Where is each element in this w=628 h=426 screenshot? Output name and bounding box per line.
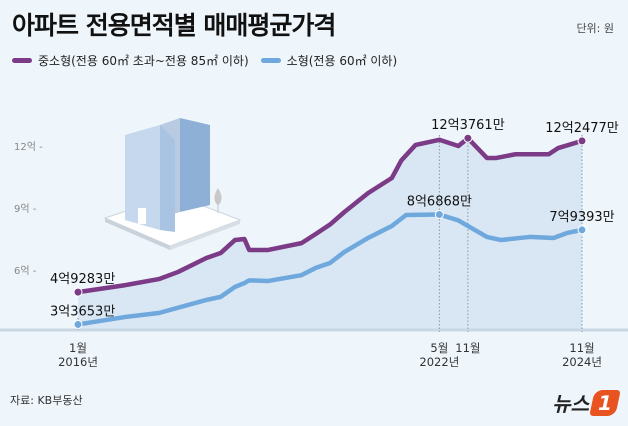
chart-title: 아파트 전용면적별 매매평균가격 bbox=[12, 11, 336, 40]
data-label: 7억9393만 bbox=[549, 210, 614, 225]
data-point-marker bbox=[73, 287, 83, 297]
data-label: 3억3653만 bbox=[50, 304, 115, 319]
source-note: 자료: KB부동산 bbox=[10, 394, 83, 407]
legend: 중소형(전용 60㎡ 초과~전용 85㎡ 이하) 소형(전용 60㎡ 이하) bbox=[12, 52, 397, 69]
legend-swatch-small bbox=[260, 58, 281, 63]
data-label: 12억2477만 bbox=[545, 121, 619, 136]
series-line-0 bbox=[75, 135, 585, 295]
logo-mark: 1 bbox=[589, 389, 621, 416]
area-fill bbox=[78, 138, 582, 330]
logo-text: 뉴스 bbox=[552, 392, 589, 416]
data-point-marker bbox=[73, 319, 83, 329]
x-tick-year: 2016년 bbox=[58, 355, 98, 369]
x-tick-year: 2024년 bbox=[562, 355, 602, 369]
x-tick-month: 11월 bbox=[569, 341, 594, 355]
x-tick-year: 2022년 bbox=[419, 355, 459, 369]
series-line-1 bbox=[75, 212, 585, 327]
x-tick-month: 11월 bbox=[455, 341, 480, 355]
x-tick-month: 1월 bbox=[69, 341, 87, 355]
data-label: 4억9283만 bbox=[50, 272, 115, 287]
legend-swatch-medium bbox=[12, 58, 32, 63]
y-tick-label: 6억 - bbox=[14, 265, 37, 277]
data-point-marker bbox=[577, 136, 587, 146]
legend-label-medium: 중소형(전용 60㎡ 초과~전용 85㎡ 이하) bbox=[38, 54, 249, 68]
legend-label-small: 소형(전용 60㎡ 이하) bbox=[286, 54, 398, 68]
y-tick-label: 9억 - bbox=[14, 203, 37, 215]
y-tick-label: 12억 - bbox=[14, 141, 43, 153]
data-point-marker bbox=[434, 209, 444, 219]
x-tick-month: 5월 bbox=[430, 341, 448, 355]
news1-logo: 뉴스 1 bbox=[552, 388, 621, 417]
unit-label: 단위: 원 bbox=[576, 22, 614, 35]
data-point-marker bbox=[577, 225, 587, 235]
data-label: 12억3761만 bbox=[431, 118, 505, 133]
data-label: 8억6868만 bbox=[407, 194, 472, 209]
data-point-marker bbox=[463, 133, 473, 143]
apartment-building-illustration bbox=[103, 118, 242, 250]
